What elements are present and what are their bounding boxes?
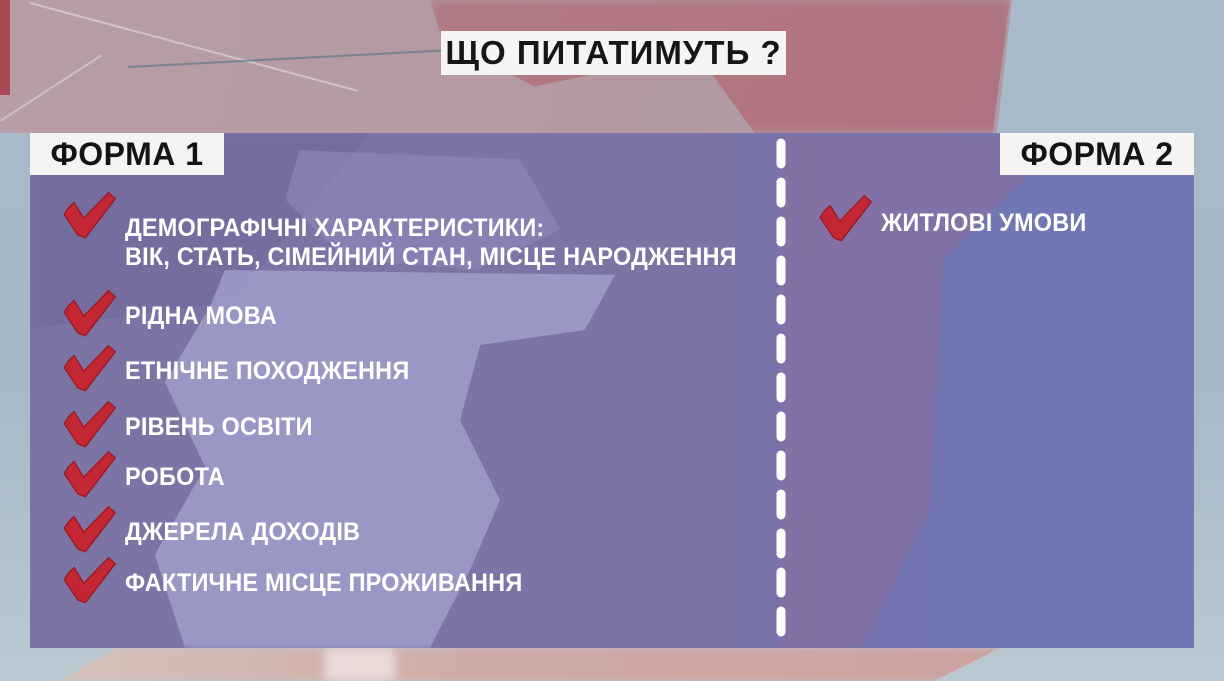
item-label: РІДНА МОВА — [125, 302, 277, 330]
checklist-item: ФАКТИЧНЕ МІСЦЕ ПРОЖИВАННЯ — [62, 557, 548, 605]
checkmark-icon — [63, 401, 116, 448]
dashed-divider-line — [776, 138, 786, 648]
checkmark-icon — [63, 451, 116, 498]
checklist-item: ДЖЕРЕЛА ДОХОДІВ — [62, 506, 375, 554]
form2-header: ФОРМА 2 — [1000, 133, 1194, 175]
title-banner: ЩО ПИТАТИМУТЬ ? — [441, 31, 786, 75]
item-label: РОБОТА — [125, 463, 225, 491]
checkmark-icon — [63, 192, 116, 239]
checkmark-icon — [63, 290, 116, 337]
background-red-stripe — [0, 0, 10, 95]
checkmark-icon — [63, 506, 116, 553]
item-label: ФАКТИЧНЕ МІСЦЕ ПРОЖИВАННЯ — [125, 569, 523, 597]
checklist-item: ЖИТЛОВІ УМОВИ — [818, 195, 1100, 243]
item-label: ВІК, СТАТЬ, СІМЕЙНИЙ СТАН, МІСЦЕ НАРОДЖЕ… — [125, 243, 737, 271]
content-panel: ФОРМА 1 ФОРМА 2 ДЕМОГРАФІЧНІ ХАРАКТЕРИСТ… — [30, 133, 1194, 648]
form1-header-label: ФОРМА 1 — [50, 135, 204, 172]
item-label: ЕТНІЧНЕ ПОХОДЖЕННЯ — [125, 357, 410, 385]
item-label: ДЖЕРЕЛА ДОХОДІВ — [125, 518, 361, 546]
item-label: ДЕМОГРАФІЧНІ ХАРАКТЕРИСТИКИ: — [125, 214, 545, 242]
checklist-item: РОБОТА — [62, 451, 231, 499]
item-label: ЖИТЛОВІ УМОВИ — [881, 209, 1087, 237]
item-label: РІВЕНЬ ОСВІТИ — [125, 413, 313, 441]
checkmark-icon — [63, 557, 116, 604]
background-bottom-highlight — [325, 648, 395, 681]
background-bottom-band — [60, 648, 1000, 681]
checkmark-icon — [63, 345, 116, 392]
checkmark-icon — [819, 195, 872, 242]
checklist-item: ЕТНІЧНЕ ПОХОДЖЕННЯ — [62, 345, 428, 393]
checklist-item: ДЕМОГРАФІЧНІ ХАРАКТЕРИСТИКИ: ВІК, СТАТЬ,… — [62, 192, 776, 272]
form1-header: ФОРМА 1 — [30, 133, 224, 175]
checklist-item: РІВЕНЬ ОСВІТИ — [62, 401, 325, 449]
form2-header-label: ФОРМА 2 — [1020, 135, 1174, 172]
checklist-item: РІДНА МОВА — [62, 290, 287, 338]
page-title: ЩО ПИТАТИМУТЬ ? — [445, 34, 782, 71]
